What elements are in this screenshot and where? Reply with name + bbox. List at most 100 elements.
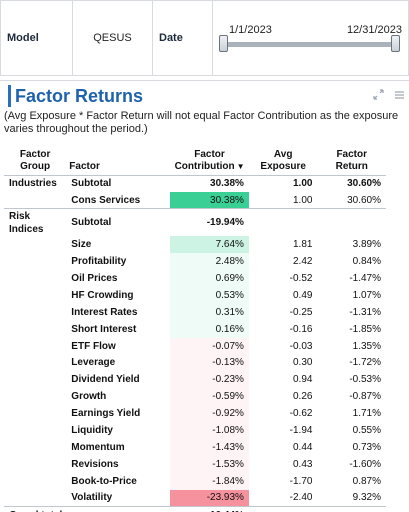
cell-avg-exposure: -1.94 <box>289 425 313 437</box>
cell-avg-exposure <box>248 208 318 237</box>
cell-factor: Cons Services <box>71 194 141 206</box>
cell-factor-group <box>4 338 66 355</box>
cell-factor: Subtotal <box>71 178 112 190</box>
table-row[interactable]: Interest Rates 0.31% -0.25 -1.31% <box>4 303 386 321</box>
cell-factor-contribution: -0.07% <box>170 337 249 355</box>
table-row[interactable]: Liquidity -1.08% -1.94 0.55% <box>4 422 386 439</box>
cell-factor-contribution: 0.31% <box>170 303 249 321</box>
slider-start-handle[interactable] <box>219 35 228 52</box>
cell-factor-return: 0.55% <box>352 425 381 437</box>
table-row[interactable]: Profitability 2.48% 2.42 0.84% <box>4 253 386 271</box>
cell-factor: Interest Rates <box>71 306 138 318</box>
table-row[interactable]: Short Interest 0.16% -0.16 -1.85% <box>4 320 386 338</box>
cell-factor-return: -1.47% <box>349 273 381 284</box>
cell-factor-contribution: 0.53% <box>170 286 249 304</box>
cell-factor-return: 1.71% <box>352 408 381 420</box>
cell-factor: Oil Prices <box>71 273 118 284</box>
cell-factor-return: 30.60% <box>347 178 381 190</box>
cell-factor-return: -1.60% <box>349 458 381 470</box>
cell-factor-group <box>4 371 66 388</box>
header-factor-contribution[interactable]: Factor Contribution ▼ <box>170 143 249 175</box>
cell-factor-contribution: -19.94% <box>170 208 249 237</box>
header-factor-group[interactable]: Factor Group <box>19 148 51 172</box>
cell-factor-contribution: -0.13% <box>170 354 249 372</box>
grand-total-row[interactable]: Grand total10.44% <box>4 506 386 512</box>
date-range-slider: 1/1/2023 12/31/2023 <box>213 1 408 75</box>
cell-factor-contribution: -0.92% <box>170 405 249 423</box>
header-contribution-label: Factor Contribution <box>174 148 235 172</box>
slider-track[interactable] <box>223 42 396 47</box>
date-end-value: 12/31/2023 <box>346 24 402 36</box>
cell-avg-exposure: 2.42 <box>292 256 313 268</box>
cell-factor-contribution: 30.38% <box>210 178 244 190</box>
table-row[interactable]: Volatility -23.93% -2.40 9.32% <box>4 489 386 507</box>
subtotal-row[interactable]: Risk Indices Subtotal -19.94% <box>4 208 386 237</box>
table-row[interactable]: Size 7.64% 1.81 3.89% <box>4 236 386 254</box>
cell-avg-exposure: -0.62 <box>289 408 313 420</box>
cell-factor-return: 30.60% <box>347 194 381 206</box>
cell-factor-contribution: -0.23% <box>170 371 249 389</box>
table-row[interactable]: Momentum -1.43% 0.44 0.73% <box>4 438 386 456</box>
cell-factor-group <box>4 355 66 372</box>
cell-factor-group <box>4 287 66 304</box>
panel-title: Factor Returns <box>8 85 143 107</box>
filter-bar: Model QESUS Date 1/1/2023 12/31/2023 <box>0 0 409 76</box>
cell-avg-exposure: 0.26 <box>292 391 313 403</box>
slider-end-handle[interactable] <box>391 35 400 52</box>
cell-factor: Size <box>71 239 92 251</box>
date-label: Date <box>153 1 213 75</box>
header-factor[interactable]: Factor <box>69 160 100 172</box>
cell-avg-exposure: -0.52 <box>289 273 313 284</box>
table-row[interactable]: Leverage -0.13% 0.30 -1.72% <box>4 354 386 372</box>
cell-factor-return: -1.31% <box>349 306 381 318</box>
table-row[interactable]: Growth -0.59% 0.26 -0.87% <box>4 388 386 406</box>
cell-factor-return: -1.72% <box>349 357 381 369</box>
cell-avg-exposure: 0.44 <box>292 441 313 453</box>
cell-avg-exposure: -0.03 <box>289 340 313 352</box>
table-row[interactable]: Oil Prices 0.69% -0.52 -1.47% <box>4 270 386 287</box>
panel-note: (Avg Exposure * Factor Return will not e… <box>4 110 399 135</box>
cell-factor-group <box>4 304 66 321</box>
cell-avg-exposure: 0.49 <box>292 289 313 301</box>
more-options-icon[interactable] <box>394 89 405 103</box>
header-factor-return[interactable]: Factor Return <box>335 148 368 172</box>
table-row[interactable]: ETF Flow -0.07% -0.03 1.35% <box>4 337 386 355</box>
table-row[interactable]: Earnings Yield -0.92% -0.62 1.71% <box>4 405 386 423</box>
cell-factor-return: 0.73% <box>352 441 381 453</box>
cell-factor: Subtotal <box>66 208 171 237</box>
cell-factor-group <box>4 388 66 405</box>
cell-factor: Volatility <box>71 492 113 504</box>
cell-factor-contribution: 7.64% <box>170 236 249 254</box>
cell-factor: Earnings Yield <box>71 408 141 420</box>
cell-factor: ETF Flow <box>71 340 116 352</box>
model-selector[interactable]: QESUS <box>73 1 153 75</box>
cell-avg-exposure: -1.70 <box>289 475 313 487</box>
cell-factor-group <box>4 270 66 287</box>
empty-cell <box>317 506 386 512</box>
subtotal-row[interactable]: Industries Subtotal 30.38% 1.00 30.60% <box>4 175 386 192</box>
cell-factor: Liquidity <box>71 425 113 437</box>
table-row[interactable]: Cons Services 30.38% 1.00 30.60% <box>4 191 386 209</box>
table-row[interactable]: Dividend Yield -0.23% 0.94 -0.53% <box>4 371 386 389</box>
cell-factor: Short Interest <box>71 323 137 335</box>
cell-factor-group <box>4 490 66 507</box>
cell-factor-group: Risk Indices <box>4 208 67 237</box>
date-start-value: 1/1/2023 <box>229 24 272 36</box>
header-avg-exposure[interactable]: Avg Exposure <box>260 148 306 172</box>
cell-factor: Growth <box>71 391 107 403</box>
table-row[interactable]: Book-to-Price -1.84% -1.70 0.87% <box>4 472 386 490</box>
expand-icon[interactable] <box>373 89 384 103</box>
cell-factor-return: -0.53% <box>349 374 381 386</box>
cell-factor: Profitability <box>71 256 127 268</box>
factor-returns-panel: Factor Returns (Avg Exposure * Factor Re… <box>0 80 409 512</box>
cell-factor-return: 1.07% <box>352 289 381 301</box>
cell-avg-exposure: -2.40 <box>289 492 313 504</box>
table-row[interactable]: HF Crowding 0.53% 0.49 1.07% <box>4 286 386 304</box>
cell-avg-exposure: 1.81 <box>292 239 313 251</box>
cell-factor: Leverage <box>71 357 116 369</box>
table-row[interactable]: Revisions -1.53% 0.43 -1.60% <box>4 455 386 473</box>
sort-desc-icon[interactable]: ▼ <box>236 161 245 171</box>
model-label: Model <box>1 1 73 75</box>
cell-factor-return: 0.84% <box>352 256 381 268</box>
cell-factor-contribution: -1.84% <box>170 472 249 490</box>
